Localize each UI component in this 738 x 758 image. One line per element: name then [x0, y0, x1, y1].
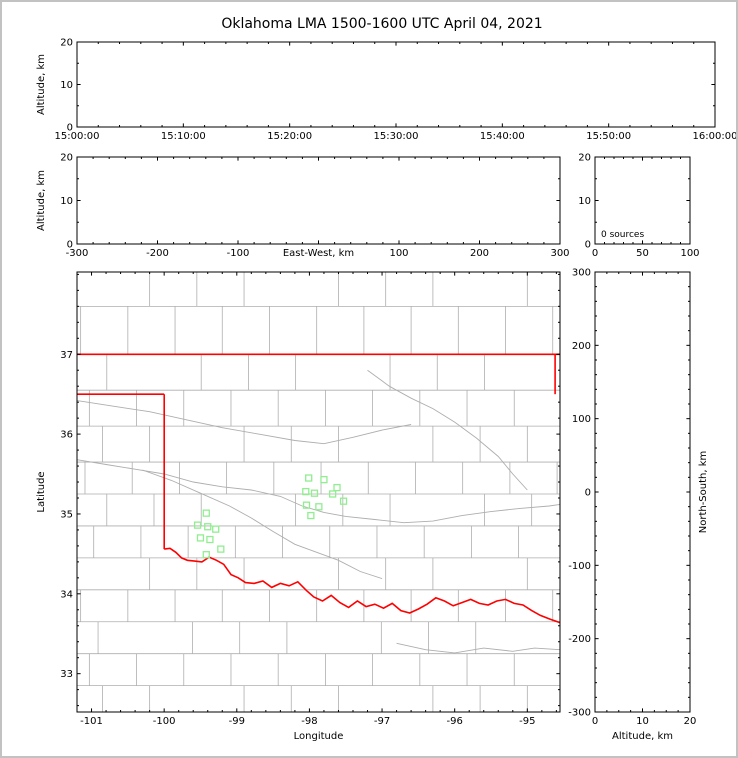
- x-tick-label: -101: [80, 716, 103, 727]
- x-tick-label: 300: [550, 248, 569, 259]
- x-tick-label: -200: [146, 248, 169, 259]
- lma-station-marker: [320, 475, 328, 484]
- y-tick-label: 100: [572, 414, 591, 425]
- x-tick-label: 15:30:00: [374, 131, 419, 142]
- y-tick-label: 0: [67, 240, 73, 251]
- river-line: [77, 400, 412, 445]
- lma-station-marker: [302, 501, 311, 509]
- x-tick-label: -98: [301, 716, 317, 727]
- x-tick-label: -99: [229, 716, 245, 727]
- source-count-annotation: 0 sources: [601, 230, 644, 240]
- rivers-layer: [77, 369, 560, 654]
- x-tick-label: 16:00:00: [693, 131, 738, 142]
- x-tick-label: -96: [447, 716, 463, 727]
- y-tick-label: 20: [60, 153, 73, 164]
- river-line: [77, 459, 560, 524]
- x-tick-label: -97: [374, 716, 390, 727]
- time-height-ylabel: Altitude, km: [36, 54, 47, 115]
- east-west-height-ylabel: Altitude, km: [36, 170, 47, 231]
- x-tick-label: 15:20:00: [267, 131, 312, 142]
- axis-frame: [594, 156, 691, 245]
- lma-station-marker: [333, 483, 341, 492]
- ns-height-xlabel: Altitude, km: [612, 731, 673, 742]
- lma-station-marker: [212, 525, 220, 533]
- north-south-height-axes: 0 10 20 -300 -200 -100 0 100 200 300: [568, 268, 696, 728]
- lma-station-marker: [193, 521, 202, 529]
- y-tick-label: 0: [585, 240, 591, 251]
- y-tick-label: -200: [568, 634, 591, 645]
- y-tick-label: 0: [67, 123, 73, 134]
- east-west-height-axes: -300 -200 -100 100 200 300 0 10 20: [60, 153, 569, 260]
- axis-frame: [76, 156, 561, 245]
- generated-plot-layers: 15:00:00 15:10:00 15:20:00 15:30:00 15:40:00…: [55, 38, 738, 728]
- lma-station-marker: [302, 487, 310, 496]
- axis-frame: [76, 41, 716, 128]
- lma-station-marker: [217, 545, 225, 553]
- lma-station-marker: [202, 551, 210, 559]
- time-height-axes: 15:00:00 15:10:00 15:20:00 15:30:00 15:40:00…: [55, 38, 738, 143]
- y-tick-label: 35: [60, 509, 73, 520]
- lma-station-marker: [329, 490, 337, 498]
- y-tick-label: 37: [60, 350, 73, 361]
- lma-station-marker: [305, 474, 313, 482]
- y-tick-label: 36: [60, 430, 73, 441]
- y-tick-label: 34: [60, 589, 73, 600]
- state-border-layer: [77, 353, 560, 624]
- x-tick-label: 10: [636, 716, 649, 727]
- source-histogram-axes: 0 50 100 0 10 20: [578, 153, 699, 260]
- y-tick-label: -100: [568, 561, 591, 572]
- x-tick-label: 0: [592, 716, 598, 727]
- y-tick-label: -300: [568, 708, 591, 719]
- y-tick-label: 10: [578, 196, 591, 207]
- lma-station-marker: [206, 535, 214, 544]
- state-border-line: [164, 547, 560, 624]
- y-tick-label: 20: [60, 38, 73, 49]
- y-tick-label: 20: [578, 153, 591, 164]
- lma-station-marker: [196, 534, 205, 542]
- east-west-xlabel: East-West, km: [283, 248, 354, 259]
- map-longitude-label: Longitude: [294, 731, 344, 742]
- lma-station-marker: [204, 523, 212, 531]
- lma-station-marker: [202, 509, 210, 517]
- stations-layer: [193, 474, 348, 559]
- x-tick-label: 100: [680, 248, 699, 259]
- map-layers: [77, 272, 560, 712]
- x-tick-label: 0: [592, 248, 598, 259]
- county-lines-layer: [77, 272, 560, 712]
- y-tick-label: 10: [60, 196, 73, 207]
- x-tick-label: -100: [153, 716, 176, 727]
- x-tick-label: 15:40:00: [480, 131, 525, 142]
- x-tick-label: 15:10:00: [161, 131, 206, 142]
- axis-frame: [76, 271, 561, 713]
- lma-station-marker: [339, 497, 348, 505]
- x-tick-label: 15:50:00: [586, 131, 631, 142]
- y-tick-label: 200: [572, 341, 591, 352]
- lma-station-marker: [315, 503, 323, 511]
- river-line: [367, 369, 528, 491]
- x-tick-label: -95: [519, 716, 535, 727]
- lma-station-marker: [307, 511, 315, 520]
- x-tick-label: 50: [636, 248, 649, 259]
- y-tick-label: 0: [585, 488, 591, 499]
- x-tick-label: 100: [389, 248, 408, 259]
- y-tick-label: 33: [60, 669, 73, 680]
- x-tick-label: -300: [66, 248, 89, 259]
- river-line: [142, 469, 383, 580]
- axis-frame: [594, 271, 691, 713]
- ns-height-ylabel-right: North-South, km: [698, 451, 709, 534]
- map-latitude-label: Latitude: [36, 471, 47, 512]
- lma-station-marker: [310, 489, 319, 497]
- plan-view-map-axes: -101 -100 -99 -98 -97 -96 -95 33 34 35 36 37: [60, 271, 561, 727]
- x-tick-label: 20: [684, 716, 697, 727]
- y-tick-label: 300: [572, 268, 591, 279]
- river-line: [396, 642, 560, 654]
- x-tick-label: 200: [470, 248, 489, 259]
- x-tick-label: -100: [227, 248, 250, 259]
- y-tick-label: 10: [60, 80, 73, 91]
- x-tick-label: 15:00:00: [55, 131, 100, 142]
- figure-title: Oklahoma LMA 1500-1600 UTC April 04, 202…: [221, 16, 542, 32]
